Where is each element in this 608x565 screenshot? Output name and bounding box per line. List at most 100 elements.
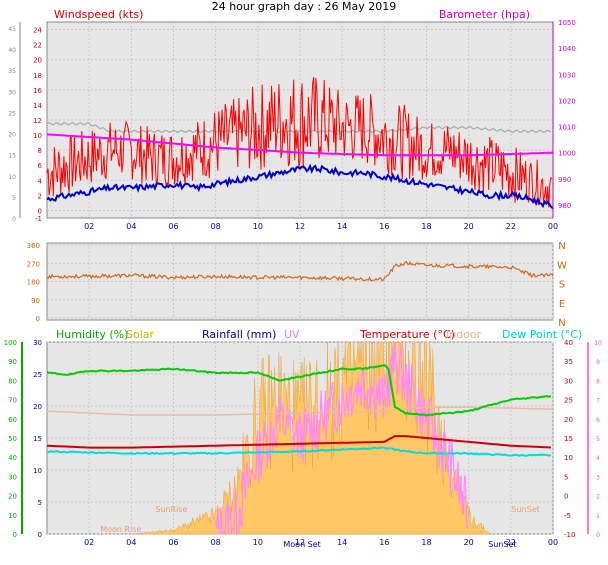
wind-y-tick: -1 (35, 215, 42, 223)
temp-x-tick: 22 (506, 538, 516, 547)
moonrise-label: Moon Rise (100, 525, 141, 534)
temp-x-tick: 16 (379, 538, 389, 547)
wind-y-tick: 6 (38, 162, 43, 170)
rain-y-tick: 30 (33, 339, 42, 347)
wind-y-tick: 18 (33, 72, 42, 80)
outer-y-tick: 0 (12, 216, 16, 223)
wind-x-tick: 10 (253, 222, 263, 231)
avg-wind-series-line (46, 163, 554, 210)
humidity-y-tick: 80 (8, 377, 17, 385)
wind-x-tick: 12 (295, 222, 305, 231)
humidity-y-tick: 100 (4, 339, 17, 347)
compass-label: N (558, 241, 565, 252)
gust-series-line (46, 77, 553, 208)
compass-label: S (559, 280, 565, 291)
wind-y-tick: 8 (38, 147, 42, 155)
rain-label: Rainfall (mm) (202, 328, 276, 341)
grey-series-line (46, 121, 552, 134)
compass-label: N (558, 318, 565, 329)
outer-y-tick: 30 (8, 89, 16, 96)
wind-y-tick: 14 (33, 102, 42, 110)
wind-y-tick: 22 (33, 42, 42, 50)
humidity-label: Humidity (%) (56, 328, 128, 341)
baro-series-line (46, 133, 554, 157)
outer-y-tick: 10 (8, 174, 16, 181)
outer-y-tick: 45 (8, 26, 16, 33)
temp-y-tick: 20 (564, 416, 573, 424)
baro-y-tick: 1020 (558, 97, 576, 105)
wind-label: Windspeed (kts) (54, 8, 143, 21)
baro-y-tick: 1040 (558, 45, 576, 53)
temp-x-tick: 20 (464, 538, 474, 547)
baro-y-tick: 990 (558, 176, 571, 184)
temp-x-tick: 18 (421, 538, 431, 547)
rain-y-tick: 0 (38, 531, 42, 539)
rain-y-tick: 10 (33, 467, 42, 475)
temp-y-tick: 0 (564, 493, 568, 501)
temp-x-tick: 06 (168, 538, 178, 547)
uv-y-tick: 4 (596, 455, 600, 462)
temp-y-tick: 15 (564, 435, 573, 443)
wind-x-tick: 06 (168, 222, 178, 231)
temp-x-tick: 02 (84, 538, 94, 547)
wind-x-tick: 20 (464, 222, 474, 231)
temp-y-tick: 25 (564, 397, 573, 405)
temp-y-tick: 10 (564, 454, 573, 462)
temp-x-tick: 00 (548, 538, 558, 547)
panel-direction-grid (47, 243, 554, 320)
outer-y-tick: 35 (8, 68, 16, 75)
humidity-y-tick: 50 (8, 435, 17, 443)
uv-y-tick: 1 (596, 513, 600, 520)
outer-y-tick: 25 (8, 110, 16, 117)
dir-y-tick: 270 (27, 260, 40, 268)
wind-x-tick: 22 (506, 222, 516, 231)
dir-y-tick: 0 (36, 315, 40, 323)
uv-y-tick: 0 (596, 532, 600, 539)
uv-label: UV (284, 328, 300, 341)
rain-y-tick: 20 (33, 403, 42, 411)
wind-x-tick: 00 (548, 222, 558, 231)
baro-label: Barometer (hpa) (439, 8, 530, 21)
baro-y-tick: 980 (558, 202, 571, 210)
baro-y-tick: 1000 (558, 150, 576, 158)
panel-temp-axes: 02 04 06 08 10 12 14 16 18 20 22 000510152025300102… (4, 339, 602, 549)
humidity-y-tick: 40 (8, 454, 17, 462)
temp-x-tick: 08 (211, 538, 221, 547)
panel-temp-series (46, 341, 554, 537)
rain-y-tick: 5 (38, 499, 42, 507)
rain-y-tick: 25 (33, 371, 42, 379)
humidity-y-tick: 90 (8, 358, 17, 366)
uv-y-tick: 10 (594, 340, 602, 347)
panel-wind-grid (47, 22, 554, 218)
panel-temp: Humidity (%) Solar Rainfall (mm) UV Temp… (4, 328, 602, 549)
temp-x-tick: 14 (337, 538, 347, 547)
uv-y-tick: 2 (596, 494, 600, 501)
wind-x-tick: 08 (211, 222, 221, 231)
uv-series-line (215, 341, 469, 537)
outer-y-tick: 40 (8, 47, 16, 54)
humidity-series-line (46, 364, 552, 417)
uv-y-tick: 5 (596, 436, 600, 443)
temp-x-tick: 10 (253, 538, 263, 547)
humidity-y-tick: 10 (8, 512, 17, 520)
panel-wind-axes: 02 04 06 08 10 12 14 16 18 20 22 00-102468101214161… (8, 19, 575, 231)
uv-y-tick: 9 (596, 359, 600, 366)
panel-wind-series (46, 77, 554, 210)
wind-y-tick: 4 (38, 177, 43, 185)
panel-wind: Windspeed (kts) Barometer (hpa) 02 04 06 08… (8, 8, 575, 231)
panel-direction-series (46, 260, 554, 282)
rain-y-tick: 15 (33, 435, 42, 443)
temp-y-tick: -5 (564, 512, 571, 520)
solar-label: Solar (126, 328, 155, 341)
temp-y-tick: 35 (564, 358, 573, 366)
uv-y-tick: 6 (596, 417, 600, 424)
wind-y-tick: 0 (38, 207, 42, 215)
sunset-label: SunSet (511, 505, 539, 514)
sunrise-label: SunRise (155, 505, 187, 514)
indoor-label: Indoor (446, 328, 482, 341)
wind-x-tick: 18 (421, 222, 431, 231)
wind-y-tick: 16 (33, 87, 42, 95)
wind-y-tick: 10 (33, 132, 42, 140)
